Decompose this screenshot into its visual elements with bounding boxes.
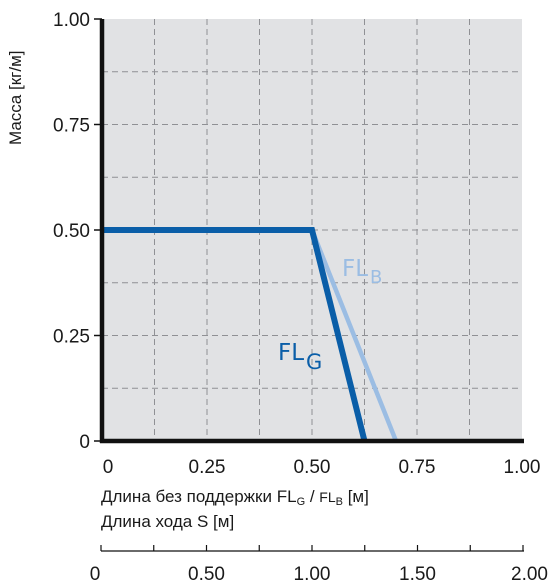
secondary-x-tick-label: 1.00 [294,564,331,583]
secondary-x-tick-label: 0.50 [188,564,225,583]
y-tick-label: 1.00 [53,10,90,31]
secondary-x-axis-title: Длина хода S [м] [101,512,234,531]
series-line [102,227,368,442]
y-tick-label: 0.75 [53,116,90,137]
series-label-fl-b: FL B [342,256,382,288]
series-layer [102,227,399,442]
y-axis-title: Масса [кг/м] [6,51,25,145]
x-tick-label: 0.25 [189,457,226,478]
axis-ticks: 0 0.25 0.50 0.75 1.00 0 0.25 0.50 0.75 1.00 [53,10,540,478]
series-label-fl-g: FLG [278,340,322,374]
secondary-x-tick-label: 1.50 [399,564,436,583]
y-tick-label: 0 [79,432,90,453]
series-line [309,229,399,442]
x-tick-label: 0.75 [399,457,436,478]
x-tick-label: 1.00 [504,457,541,478]
y-tick-label: 0.25 [53,327,90,348]
secondary-x-axis-ticks: 0 0.50 1.00 1.50 2.00 [90,545,548,583]
x-axis-title: Длина без поддержки FLG / FLB [м] [101,487,369,508]
y-tick-label: 0.50 [53,221,90,242]
secondary-x-tick-label: 0 [90,564,101,583]
x-tick-label: 0 [103,457,114,478]
x-tick-label: 0.50 [294,457,331,478]
secondary-x-tick-label: 2.00 [511,564,548,583]
